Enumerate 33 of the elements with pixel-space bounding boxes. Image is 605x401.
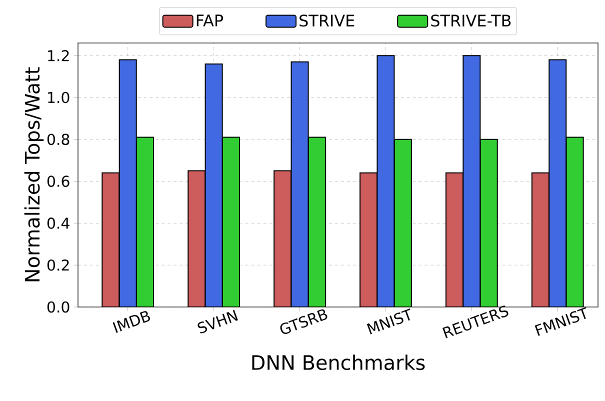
y-tick-label: 0.8: [47, 134, 70, 146]
legend-label: STRIVE-TB: [431, 14, 511, 27]
y-tick-label: 0.2: [47, 259, 69, 271]
y-axis-title: Normalized Tops/Watt: [24, 67, 44, 282]
legend-label: FAP: [196, 14, 224, 26]
legend-label: STRIVE: [300, 14, 354, 27]
bar: [136, 136, 154, 307]
bar: [445, 172, 464, 307]
bar: [222, 136, 240, 307]
y-tick-label: 0.6: [47, 176, 70, 187]
bar: [102, 172, 120, 307]
bar: [480, 138, 498, 307]
bar: [376, 55, 395, 307]
bar: [118, 59, 137, 307]
x-axis-title: DNN Benchmarks: [252, 354, 425, 370]
x-tick-label: IMDB: [112, 311, 150, 333]
bar: [204, 63, 223, 307]
x-tick-label: GTSRB: [280, 309, 328, 334]
y-tick-label: 1.0: [48, 92, 70, 104]
bar: [360, 172, 378, 307]
bar: [274, 170, 292, 307]
bar: [308, 136, 326, 307]
bar: [290, 61, 309, 307]
x-tick-label: SVHN: [198, 310, 238, 334]
bar: [566, 136, 584, 307]
y-tick-label: 0.4: [47, 218, 70, 229]
bar: [188, 170, 206, 307]
bar: [462, 55, 481, 307]
y-tick-label: 1.2: [48, 50, 69, 62]
bar: [394, 138, 412, 307]
bar: [548, 59, 567, 307]
y-tick-label: 0.0: [47, 301, 70, 313]
bar: [531, 172, 550, 307]
